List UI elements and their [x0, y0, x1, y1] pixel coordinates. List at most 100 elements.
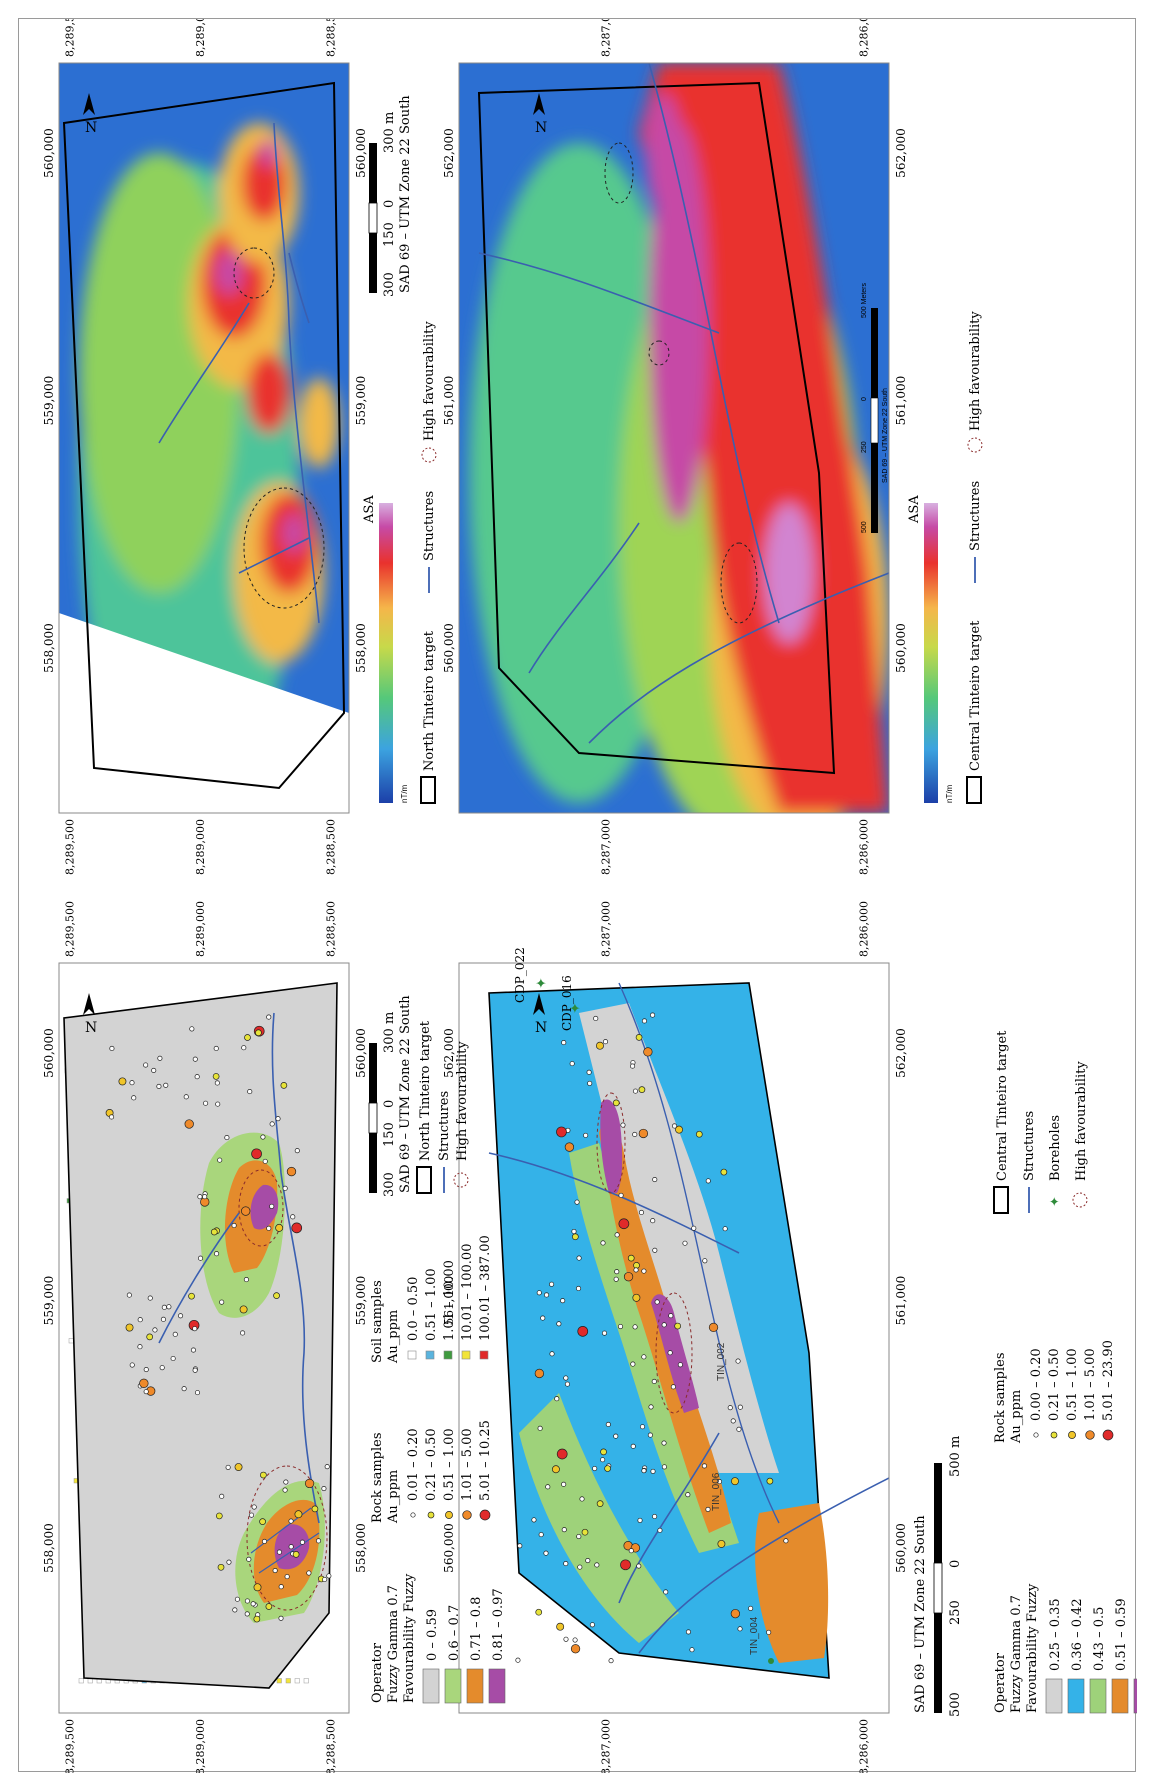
rock-sample	[125, 1323, 134, 1332]
rock-sample	[554, 1396, 560, 1402]
rock-sample	[544, 1292, 550, 1298]
rock-sample	[556, 1126, 567, 1138]
rock-sample	[260, 1471, 267, 1479]
rock-sample	[695, 1130, 703, 1138]
rock-sample	[605, 1421, 611, 1428]
rock-sample	[571, 1233, 579, 1241]
rock-sample	[549, 1281, 555, 1287]
map-border	[458, 62, 890, 814]
rock-sample	[685, 1629, 692, 1635]
scale-bar-inmap: 500 250 0 500 Meters SAD 69 – UTM Zone 2…	[861, 282, 889, 533]
rock-sample	[638, 1128, 649, 1139]
legend-north-asa: ASA nT/m North Tinteiro target Structure…	[362, 95, 437, 804]
legend-fav-label: 0.6 – 0.7	[447, 1605, 462, 1661]
rock-sample	[286, 1166, 297, 1177]
rock-sample	[661, 1464, 667, 1470]
rock-sample	[766, 1629, 772, 1635]
axis-ticks: 558,000 558,000 559,000 559,000 560,000 560,0…	[42, 901, 368, 1773]
favourability-zone	[600, 1099, 623, 1193]
rock-sample	[614, 1232, 620, 1238]
asa-colorbar	[379, 503, 393, 803]
rock-sample	[564, 1381, 570, 1387]
rock-sample	[219, 1299, 225, 1305]
x-tick-label: 562,000	[442, 128, 456, 178]
rock-sample	[147, 1295, 153, 1301]
rock-sample	[675, 1125, 684, 1134]
rock-sample	[594, 1562, 600, 1568]
y-tick-label: 8,289,500	[64, 1719, 77, 1773]
rock-sample	[517, 1543, 523, 1549]
structure-line	[271, 1012, 320, 1524]
rock-sample	[197, 1194, 203, 1200]
rock-sample	[131, 1095, 137, 1101]
legend-high-fav-symbol	[453, 1172, 469, 1188]
high-favourability-outline	[238, 1169, 284, 1247]
rock-sample	[290, 1214, 296, 1220]
y-tick-label: 8,287,000	[600, 19, 613, 57]
rock-sample	[564, 1142, 575, 1152]
rock-sample	[641, 1018, 648, 1024]
legend-rock-label: 0.21 – 0.50	[1047, 1348, 1062, 1421]
rock-sample	[737, 1626, 743, 1632]
rock-sample	[563, 1375, 569, 1381]
rock-sample	[278, 1584, 284, 1590]
scale-bar: 500 250 0 500 m	[933, 1436, 963, 1717]
rock-sample	[639, 1424, 646, 1430]
north-arrow-icon: N	[83, 993, 97, 1036]
rock-sample	[234, 1463, 243, 1472]
rock-sample	[705, 1506, 711, 1512]
rock-sample	[641, 1354, 647, 1360]
rock-sample	[265, 1603, 273, 1610]
rock-sample	[637, 1517, 643, 1523]
rock-sample	[671, 1123, 678, 1129]
rock-sample	[311, 1505, 319, 1513]
favourability-zone	[579, 1003, 779, 1473]
asa-anomalies	[79, 123, 339, 813]
legend-rock-unit: Au_ppm	[1009, 1390, 1024, 1444]
rock-sample	[194, 1390, 201, 1396]
legend-soil-symbol	[461, 1350, 471, 1360]
axis-ticks: 560,000 560,000 561,000 561,000 562,000 562,0…	[442, 901, 908, 1773]
rock-sample	[638, 1209, 645, 1216]
rock-sample	[654, 1299, 660, 1305]
north-arrow-icon: N	[533, 993, 547, 1036]
legend-soil-symbol	[479, 1350, 489, 1360]
rock-sample	[272, 1567, 278, 1574]
asa-unit: nT/m	[945, 784, 954, 803]
rock-sample	[641, 1268, 647, 1274]
scale-label: 0	[948, 1560, 963, 1568]
rock-sample	[571, 1228, 577, 1235]
rock-sample	[177, 1313, 184, 1319]
legend-rock-symbol	[1102, 1429, 1114, 1441]
rock-sample	[109, 1045, 115, 1052]
x-tick-label: 561,000	[442, 376, 456, 426]
rock-sample	[118, 1077, 127, 1086]
rock-samples	[105, 1014, 332, 1623]
figure-frame: 558,000 558,000 559,000 559,000 560,000 560,0…	[18, 18, 1137, 1773]
legend-fav-label: 0.51 – 0.59	[1114, 1598, 1129, 1671]
rock-sample	[152, 1327, 158, 1333]
rock-sample	[685, 1492, 691, 1498]
scale-label: 500	[948, 1692, 963, 1717]
x-tick-label: 560,000	[442, 623, 456, 673]
scale-label: 0	[382, 200, 397, 208]
rock-sample	[234, 1596, 240, 1602]
rock-sample	[217, 1563, 225, 1571]
rock-sample	[210, 1228, 218, 1236]
rock-sample	[663, 1589, 669, 1595]
legend-soil-title: Soil samples	[370, 1280, 385, 1363]
legend-target-symbol	[993, 1186, 1009, 1214]
soil-sample	[303, 1678, 309, 1684]
rock-sample	[614, 1269, 620, 1275]
rock-sample	[638, 1086, 646, 1093]
legend-soil-symbol	[407, 1350, 417, 1360]
legend-soil-label: 0.0 – 0.50	[406, 1277, 421, 1341]
rock-sample	[737, 1404, 743, 1410]
rock-sample	[321, 1486, 327, 1492]
legend-fav-label: 0.71 – 0.8	[469, 1597, 484, 1661]
axis-ticks: 560,000 560,000 561,000 561,000 562,000 562,0…	[442, 19, 908, 875]
rock-sample	[259, 1518, 266, 1525]
rock-sample	[657, 1527, 663, 1533]
rock-sample	[244, 1034, 251, 1041]
